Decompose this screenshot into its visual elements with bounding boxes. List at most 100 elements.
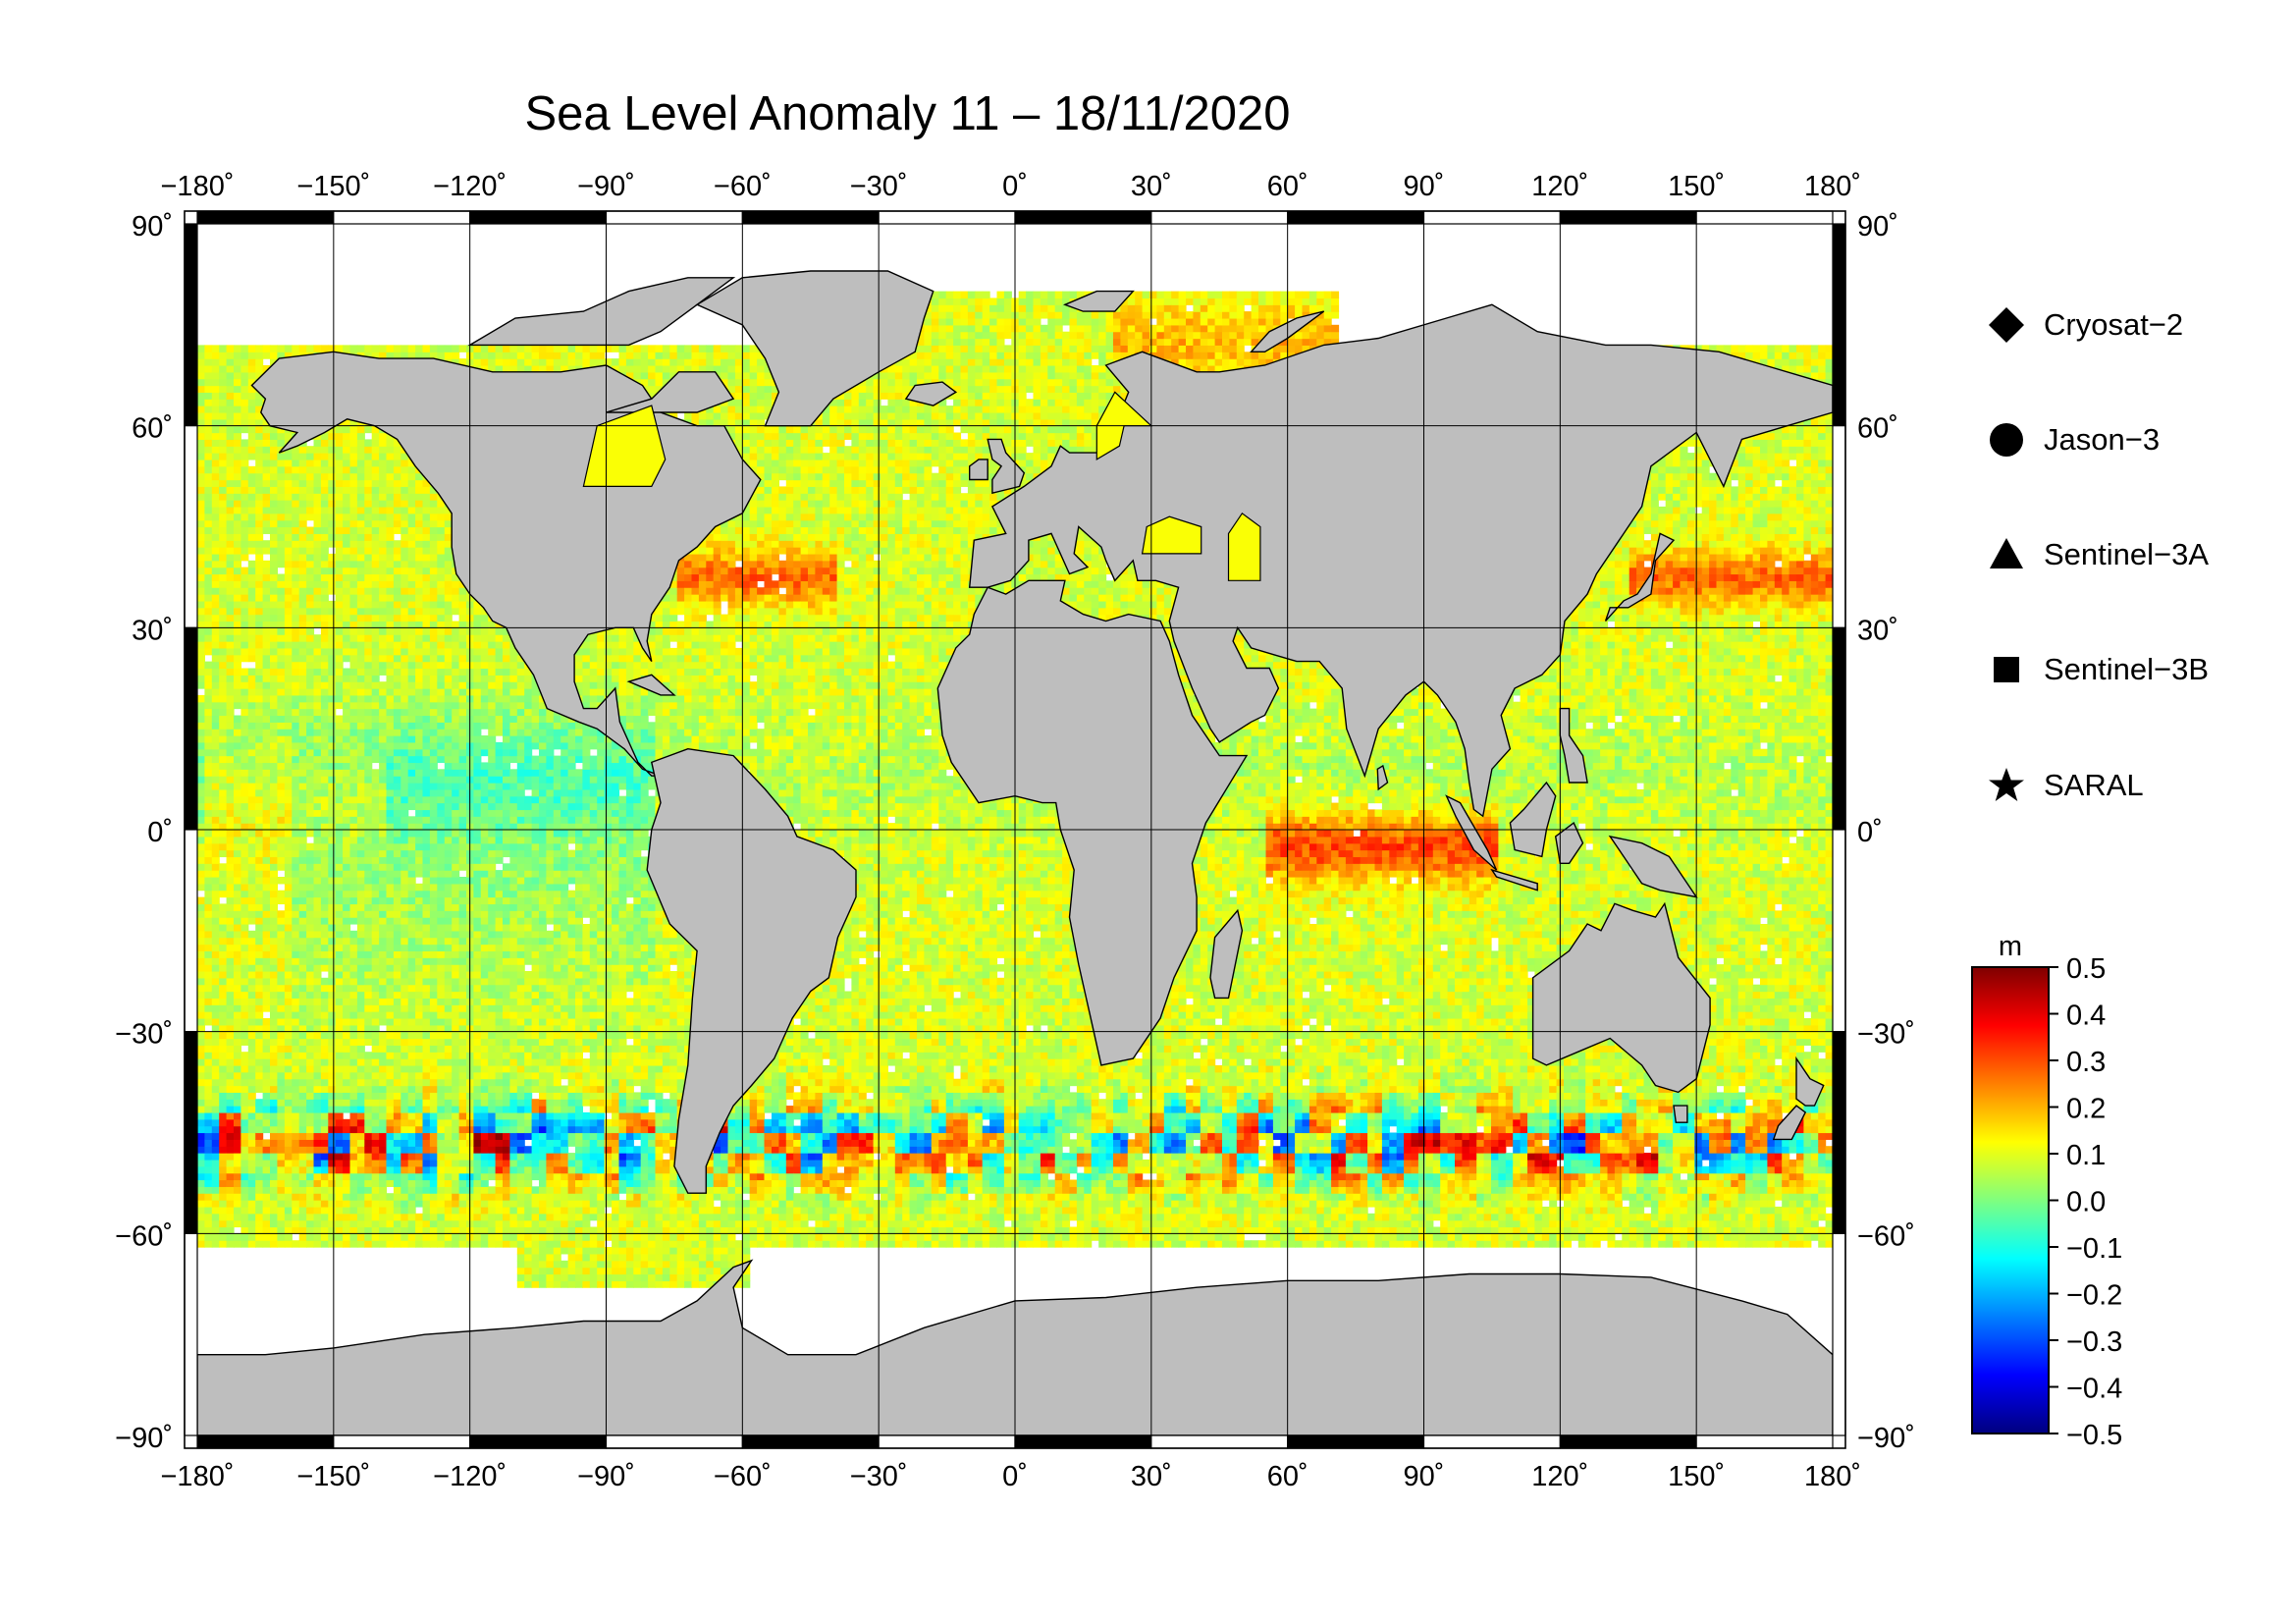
legend-label: SARAL: [2044, 768, 2144, 803]
lon-tick-label: 120˚: [1531, 1461, 1588, 1492]
lat-tick-label: 60˚: [132, 413, 173, 445]
lat-tick-label: 60˚: [1857, 413, 1898, 445]
lon-tick-label: 150˚: [1668, 171, 1725, 202]
frame-segment: [1833, 1032, 1845, 1234]
frame-segment: [185, 426, 197, 628]
legend-item: Cryosat−2: [1983, 305, 2183, 345]
frame-segment: [879, 1435, 1015, 1448]
lon-tick-label: −180˚: [161, 1461, 235, 1492]
lon-tick-label: −150˚: [296, 1461, 370, 1492]
lon-tick-label: 30˚: [1131, 1461, 1172, 1492]
frame-segment: [1833, 426, 1845, 628]
legend-item: Sentinel−3B: [1983, 650, 2209, 689]
lon-tick-label: 0˚: [1002, 171, 1028, 202]
lon-tick-label: 60˚: [1267, 1461, 1308, 1492]
frame-segment: [334, 211, 470, 224]
land-polygon: [1674, 1106, 1687, 1122]
lon-tick-label: 150˚: [1668, 1461, 1725, 1492]
lon-tick-label: 180˚: [1804, 1461, 1861, 1492]
lon-tick-label: −60˚: [714, 171, 772, 202]
lat-tick-label: −60˚: [115, 1220, 173, 1252]
frame-segment: [1288, 1435, 1424, 1448]
frame-segment: [334, 1435, 470, 1448]
colorbar-tick-label: −0.3: [2066, 1326, 2122, 1358]
square-icon: [1983, 650, 2030, 689]
frame-segment: [1833, 224, 1845, 426]
colorbar-tick-label: 0.4: [2066, 1001, 2106, 1032]
lon-tick-label: −30˚: [850, 171, 908, 202]
circle-icon: [1983, 420, 2030, 460]
colorbar-tick-label: 0.0: [2066, 1187, 2106, 1218]
frame-segment: [470, 211, 607, 224]
frame-segment: [1833, 627, 1845, 830]
lat-tick-label: 90˚: [132, 211, 173, 243]
lon-tick-label: −150˚: [296, 171, 370, 202]
frame-segment: [1833, 1233, 1845, 1435]
lon-tick-label: −180˚: [161, 171, 235, 202]
colorbar-tick-label: −0.2: [2066, 1280, 2122, 1312]
lon-tick-label: 30˚: [1131, 171, 1172, 202]
colorbar-tick-label: −0.1: [2066, 1233, 2122, 1265]
legend-item: Jason−3: [1983, 420, 2160, 460]
frame-segment: [1833, 830, 1845, 1032]
lat-tick-label: 90˚: [1857, 211, 1898, 243]
lon-tick-label: 90˚: [1404, 171, 1445, 202]
lat-tick-label: 0˚: [1857, 817, 1883, 848]
frame-segment: [1288, 211, 1424, 224]
star-icon: [1983, 766, 2030, 805]
frame-segment: [1424, 1435, 1561, 1448]
colorbar-tick-label: 0.5: [2066, 953, 2106, 985]
lon-tick-label: −30˚: [850, 1461, 908, 1492]
lat-tick-label: −90˚: [1857, 1423, 1915, 1454]
lon-tick-label: 0˚: [1002, 1461, 1028, 1492]
colorbar-tick-label: −0.5: [2066, 1420, 2122, 1451]
lat-tick-label: −30˚: [1857, 1019, 1915, 1051]
legend-label: Sentinel−3A: [2044, 537, 2209, 572]
frame-segment: [607, 211, 743, 224]
lon-tick-label: −120˚: [433, 171, 507, 202]
triangle-icon: [1983, 535, 2030, 574]
lat-tick-label: −60˚: [1857, 1220, 1915, 1252]
lon-tick-label: 180˚: [1804, 171, 1861, 202]
colorbar-unit: m: [1999, 931, 2022, 962]
lat-tick-label: −90˚: [115, 1423, 173, 1454]
lat-tick-label: −30˚: [115, 1019, 173, 1051]
frame-segment: [742, 211, 879, 224]
legend-label: Sentinel−3B: [2044, 652, 2209, 687]
frame-segment: [185, 224, 197, 426]
frame-segment: [1424, 211, 1561, 224]
frame-segment: [879, 211, 1015, 224]
frame-segment: [185, 627, 197, 830]
frame-segment: [185, 1233, 197, 1435]
legend-item: SARAL: [1983, 766, 2144, 805]
frame-segment: [742, 1435, 879, 1448]
colorbar-tick-label: 0.1: [2066, 1140, 2106, 1171]
colorbar: m0.50.40.30.20.10.0−0.1−0.2−0.3−0.4−0.5: [1972, 931, 2122, 1451]
frame-segment: [185, 1032, 197, 1234]
lon-tick-label: 90˚: [1404, 1461, 1445, 1492]
frame-segment: [1560, 211, 1696, 224]
colorbar-tick-label: 0.2: [2066, 1094, 2106, 1125]
colorbar-tick-label: 0.3: [2066, 1047, 2106, 1078]
frame-segment: [1015, 1435, 1151, 1448]
legend-label: Cryosat−2: [2044, 307, 2183, 343]
lat-tick-label: 30˚: [132, 615, 173, 646]
lon-tick-label: 60˚: [1267, 171, 1308, 202]
frame-segment: [197, 211, 334, 224]
diamond-icon: [1983, 305, 2030, 345]
frame-segment: [1696, 211, 1833, 224]
colorbar-gradient: [1972, 967, 2049, 1434]
lat-tick-label: 0˚: [147, 817, 173, 848]
frame-segment: [185, 830, 197, 1032]
lon-tick-label: −90˚: [577, 1461, 635, 1492]
frame-segment: [1151, 211, 1288, 224]
frame-segment: [470, 1435, 607, 1448]
lon-tick-label: −120˚: [433, 1461, 507, 1492]
frame-segment: [607, 1435, 743, 1448]
lat-tick-label: 30˚: [1857, 615, 1898, 646]
frame-segment: [197, 1435, 334, 1448]
frame-segment: [1015, 211, 1151, 224]
frame-segment: [1151, 1435, 1288, 1448]
legend-item: Sentinel−3A: [1983, 535, 2209, 574]
